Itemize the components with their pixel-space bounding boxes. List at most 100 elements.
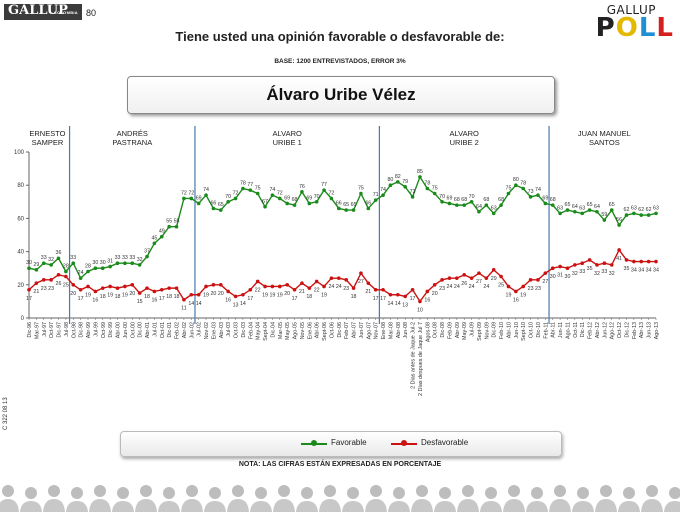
data-label-favorable: 85 — [417, 169, 423, 175]
data-point-desfavorable — [410, 287, 415, 292]
data-label-desfavorable: 14 — [387, 301, 393, 307]
data-label-favorable: 75 — [255, 186, 261, 192]
data-label-favorable: 65 — [609, 202, 615, 208]
data-point-favorable — [233, 196, 238, 201]
data-label-favorable: 55 — [166, 219, 172, 225]
person-head-icon — [25, 487, 37, 499]
data-label-desfavorable: 24 — [454, 284, 460, 290]
data-label-favorable: 63 — [557, 205, 563, 211]
data-label-desfavorable: 24 — [483, 284, 489, 290]
data-label-desfavorable: 17 — [26, 296, 32, 302]
legend-desfavorable-marker — [401, 440, 407, 446]
data-label-favorable: 37 — [144, 249, 150, 255]
data-point-favorable — [403, 185, 408, 189]
x-tick-label: Oct-08 — [433, 322, 439, 338]
data-point-favorable — [292, 203, 297, 207]
data-label-favorable: 74 — [380, 187, 386, 193]
x-tick-label: Jul-01 — [152, 322, 158, 337]
data-point-desfavorable — [196, 292, 201, 297]
x-tick-label: Feb-10 — [499, 322, 505, 339]
data-label-desfavorable: 16 — [424, 297, 430, 303]
data-label-desfavorable: 20 — [218, 291, 224, 297]
data-point-desfavorable — [521, 284, 526, 289]
x-tick-label: Abr-12 — [595, 322, 601, 338]
data-label-favorable: 64 — [572, 204, 578, 210]
data-point-favorable — [506, 191, 511, 196]
person-body-icon — [296, 501, 318, 512]
data-point-favorable — [56, 256, 61, 261]
data-label-desfavorable: 19 — [277, 292, 283, 298]
x-tick-label: Jul-03 — [226, 322, 232, 337]
data-label-favorable: 31 — [107, 259, 113, 265]
data-label-favorable: 68 — [461, 197, 467, 203]
x-tick-label: Feb-07 — [344, 322, 350, 339]
data-point-desfavorable — [514, 289, 518, 294]
data-label-favorable: 63 — [653, 205, 659, 211]
data-label-desfavorable: 24 — [447, 284, 453, 290]
data-point-desfavorable — [329, 276, 334, 280]
data-label-desfavorable: 23 — [528, 286, 534, 292]
data-point-favorable — [189, 196, 194, 201]
data-point-favorable — [174, 224, 179, 229]
data-label-favorable: 68 — [292, 197, 298, 203]
x-tick-label: Dic-96 — [27, 322, 33, 338]
data-point-favorable — [396, 180, 400, 184]
data-point-favorable — [484, 203, 489, 207]
data-label-desfavorable: 18 — [174, 294, 180, 300]
person-body-icon — [641, 499, 663, 512]
data-label-desfavorable: 22 — [314, 287, 320, 293]
data-label-favorable: 30 — [100, 260, 106, 266]
x-tick-label: Feb-11 — [543, 322, 549, 339]
legend-favorable-marker — [311, 440, 317, 446]
person-head-icon — [554, 485, 566, 497]
x-tick-label: Nov-09 — [484, 322, 490, 339]
data-label-desfavorable: 35 — [624, 266, 630, 272]
data-point-desfavorable — [595, 263, 599, 267]
data-point-favorable — [226, 200, 230, 204]
data-label-favorable: 68 — [498, 197, 504, 203]
data-point-desfavorable — [609, 263, 614, 267]
person-body-icon — [572, 501, 594, 512]
x-tick-label: Dic-01 — [167, 322, 173, 338]
person-body-icon — [43, 499, 65, 512]
data-point-desfavorable — [639, 259, 644, 264]
data-point-favorable — [609, 208, 614, 212]
data-label-desfavorable: 29 — [491, 276, 497, 282]
person-body-icon — [20, 501, 42, 512]
logo-text: GALLUP — [8, 3, 68, 18]
data-label-favorable: 72 — [188, 190, 194, 196]
data-label-favorable: 80 — [387, 177, 393, 183]
data-label-desfavorable: 19 — [321, 292, 327, 298]
data-point-desfavorable — [344, 278, 348, 282]
x-tick-label: Nov-07 — [374, 322, 380, 339]
data-label-favorable: 72 — [277, 190, 283, 196]
data-point-favorable — [499, 203, 503, 207]
x-tick-label: Abr-06 — [315, 322, 321, 338]
data-label-desfavorable: 14 — [395, 301, 401, 307]
data-label-desfavorable: 19 — [262, 292, 268, 298]
data-point-favorable — [270, 193, 275, 197]
x-tick-label: Oct-12 — [617, 322, 623, 338]
data-point-desfavorable — [499, 274, 503, 279]
data-point-favorable — [491, 211, 496, 216]
data-point-desfavorable — [86, 284, 90, 289]
person-head-icon — [393, 487, 405, 499]
data-label-favorable: 75 — [506, 186, 512, 192]
data-point-favorable — [432, 191, 437, 196]
person-head-icon — [48, 485, 60, 497]
data-label-desfavorable: 17 — [380, 296, 386, 302]
data-label-favorable: 64 — [476, 204, 482, 210]
person-head-icon — [324, 485, 336, 497]
data-label-favorable: 69 — [447, 195, 453, 201]
x-tick-label: Sept-09 — [477, 322, 483, 341]
data-label-favorable: 72 — [233, 190, 239, 196]
page-number: 80 — [86, 8, 97, 18]
data-label-favorable: 69 — [284, 195, 290, 201]
data-point-favorable — [580, 211, 585, 216]
data-point-desfavorable — [78, 287, 83, 292]
data-label-desfavorable: 18 — [166, 294, 172, 300]
data-label-desfavorable: 41 — [616, 256, 622, 262]
data-point-desfavorable — [34, 281, 39, 285]
data-point-favorable — [86, 269, 90, 274]
data-point-desfavorable — [137, 291, 142, 295]
